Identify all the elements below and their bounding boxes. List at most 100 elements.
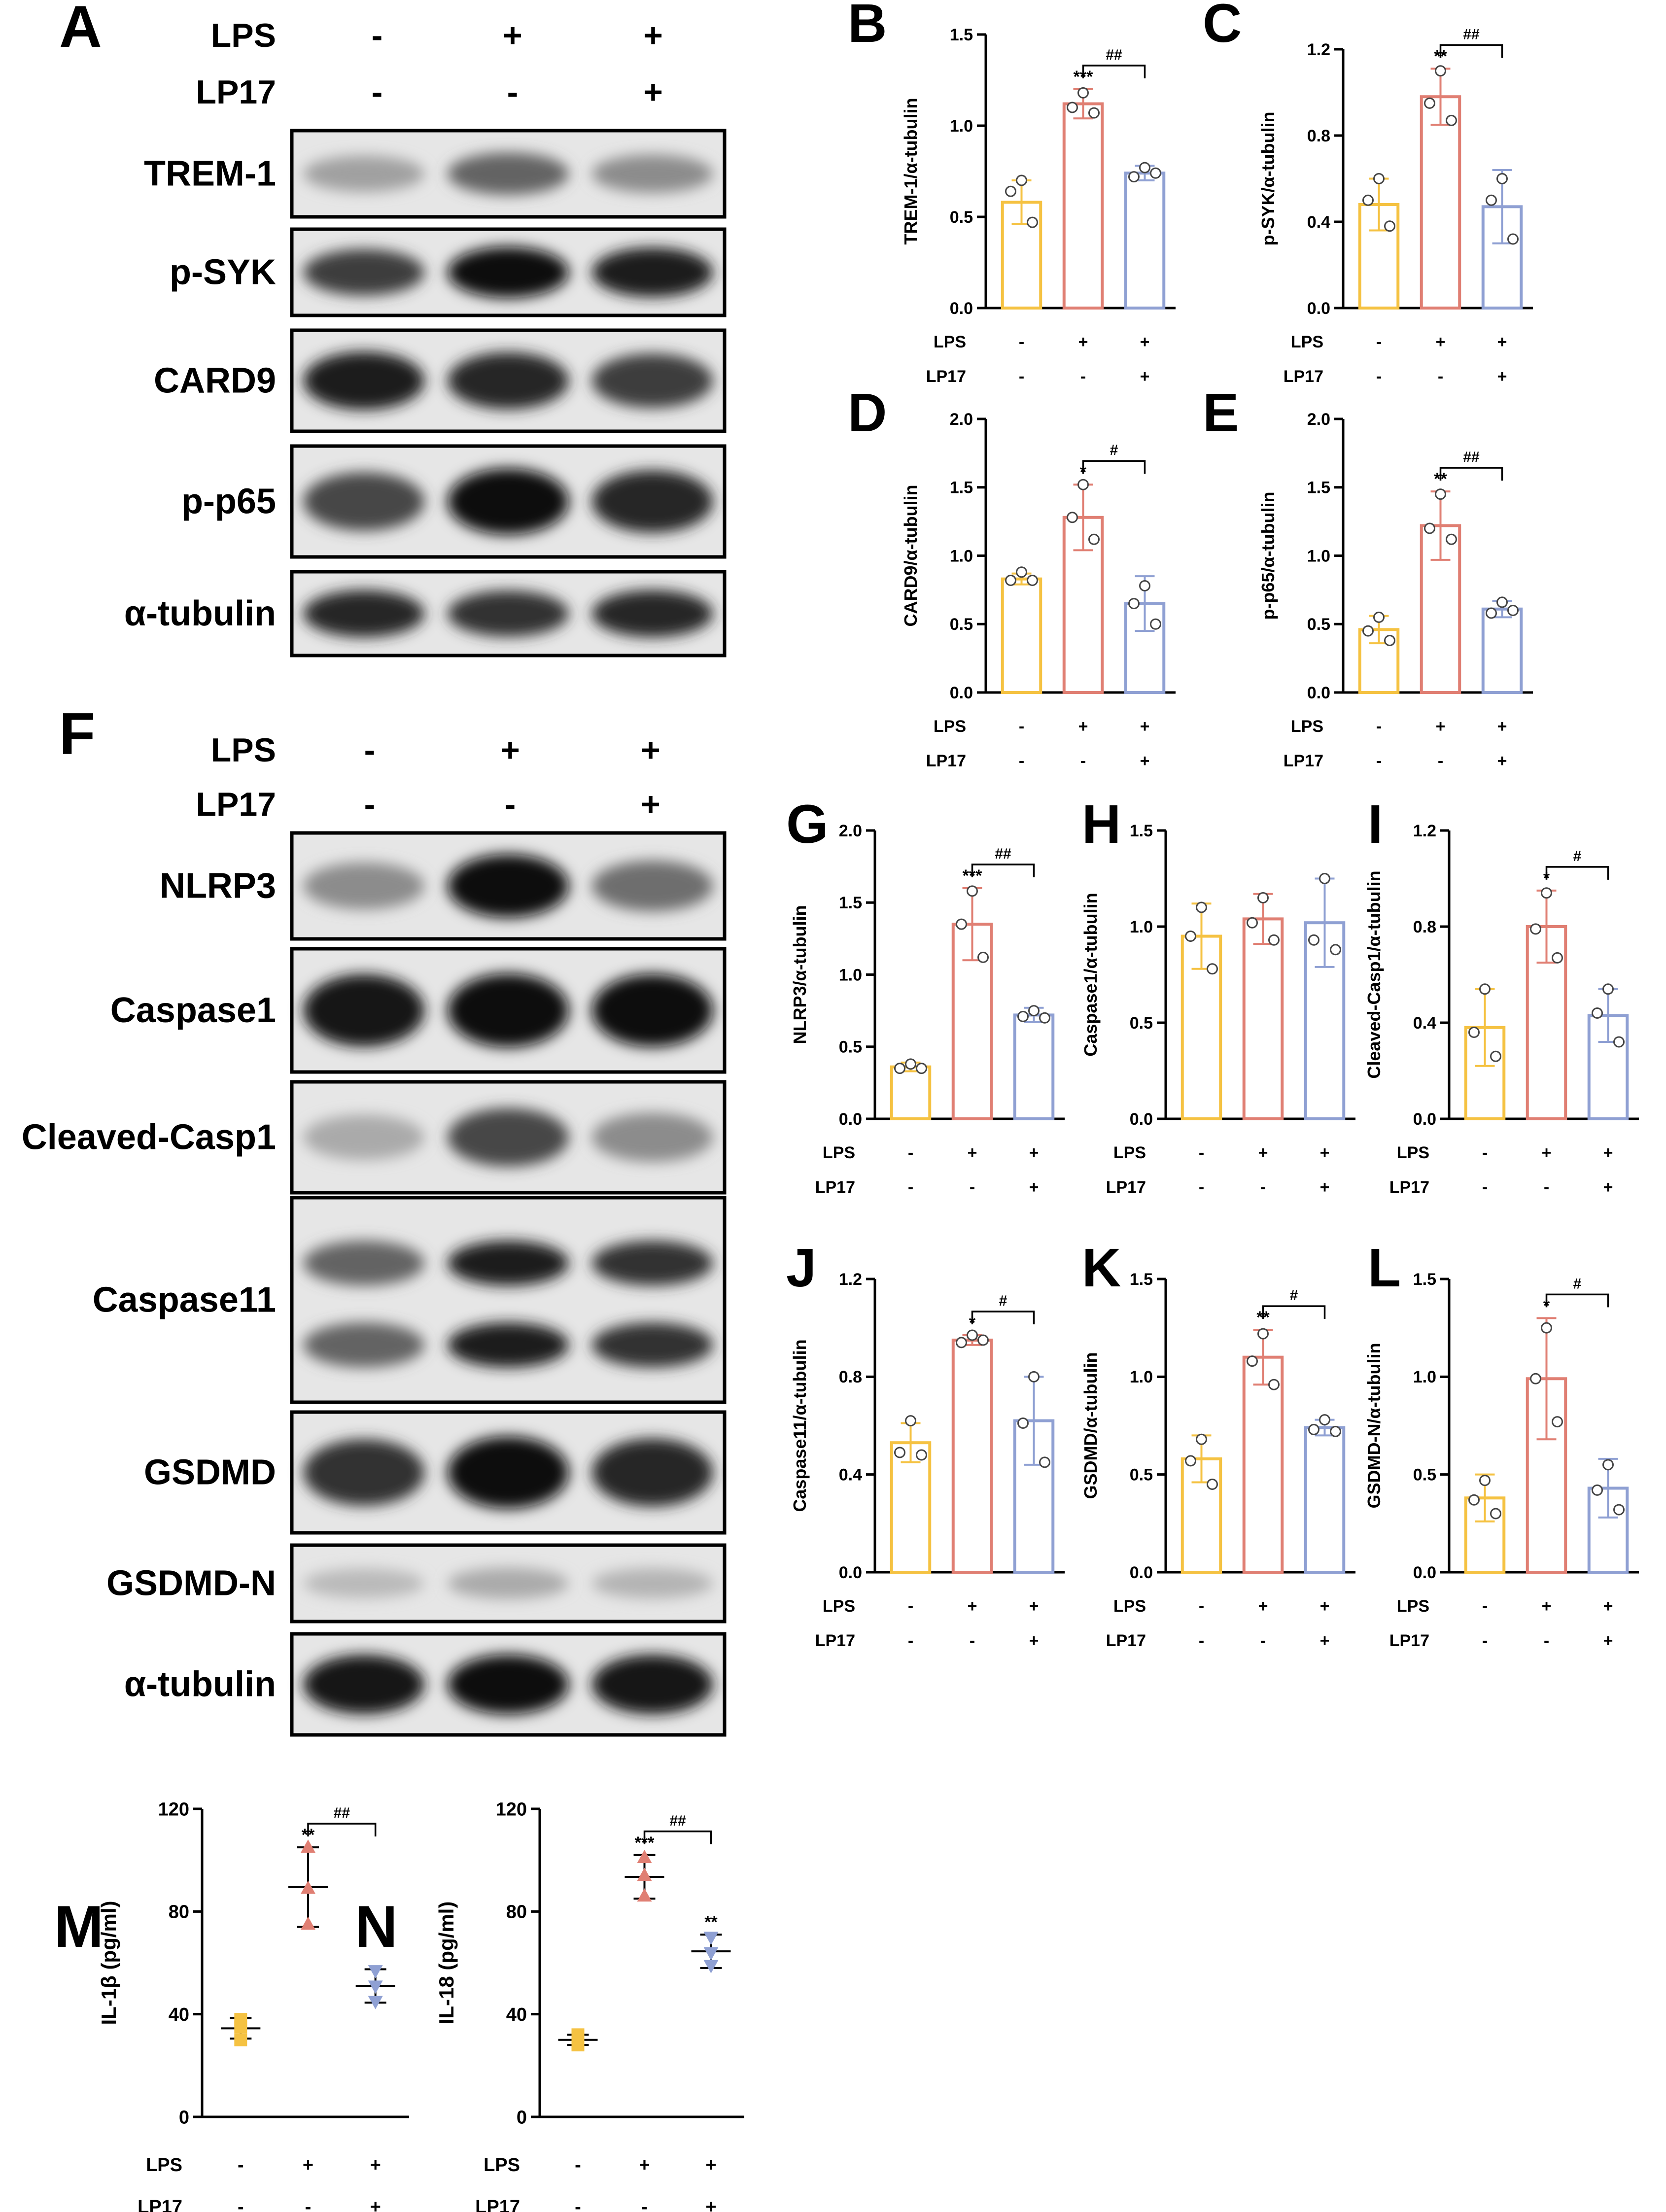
data-point — [1330, 944, 1341, 956]
data-point — [1446, 533, 1457, 545]
blot-band — [591, 247, 713, 297]
data-point — [1139, 162, 1150, 173]
significance-hash: # — [1290, 1287, 1298, 1304]
blot-band-label: CARD9 — [154, 361, 276, 401]
data-point — [1552, 1416, 1563, 1428]
y-tick-label: 2.0 — [950, 410, 973, 429]
x-row-label: LP17 — [926, 367, 966, 386]
data-point — [894, 1447, 905, 1458]
x-treatment-sign: + — [1140, 752, 1150, 770]
chart-panel-C: C 0.0 0.4 0.8 1.2 p-SYK/α-tubulin LPS - + + LP17 - -… — [1203, 0, 1533, 386]
data-point — [1088, 533, 1100, 545]
blot-band-label: p-p65 — [181, 482, 276, 521]
data-point — [1384, 635, 1395, 647]
significance-hash: ## — [995, 846, 1011, 862]
data-point — [1507, 605, 1519, 616]
panel-letter-B: B — [848, 0, 887, 54]
chart-panel-K: K 0.0 0.5 1.0 1.5 GSDMD/α-tubulin LPS - + + LP17 - -… — [1080, 1238, 1355, 1650]
x-treatment-sign: + — [1029, 1631, 1039, 1650]
blot-band — [303, 974, 425, 1047]
data-point — [1128, 598, 1140, 610]
blot-band — [591, 353, 713, 408]
data-point — [956, 1337, 967, 1348]
x-row-label: LP17 — [475, 2197, 520, 2212]
significance-bracket — [1082, 65, 1146, 78]
x-row-label: LP17 — [1389, 1178, 1429, 1197]
blot-strip-GSDMD: GSDMD — [144, 1410, 727, 1535]
data-point — [1424, 522, 1435, 534]
significance-bracket — [1439, 467, 1503, 481]
data-point — [1039, 1456, 1050, 1468]
data-point — [637, 1849, 652, 1863]
x-treatment-sign: + — [1258, 1597, 1268, 1616]
data-point — [1247, 1355, 1258, 1367]
x-treatment-sign: - — [1260, 1178, 1266, 1197]
data-point — [1496, 596, 1508, 608]
x-treatment-sign: - — [908, 1178, 913, 1197]
y-axis-label: IL-1β (pg/ml) — [97, 1901, 120, 2025]
y-tick-label: 1.5 — [1130, 1270, 1153, 1289]
data-point — [1257, 1328, 1269, 1340]
blot-band — [303, 1568, 425, 1598]
y-axis-label: IL-18 (pg/ml) — [435, 1901, 458, 2025]
x-treatment-sign: - — [641, 2197, 648, 2212]
data-point — [1016, 566, 1027, 578]
blot-band-label: NLRP3 — [160, 866, 276, 906]
bar — [1420, 95, 1461, 310]
data-point — [703, 1960, 719, 1973]
panel-letter-K: K — [1082, 1238, 1121, 1298]
panel-letter-F: F — [59, 701, 95, 767]
x-treatment-sign: - — [908, 1143, 913, 1162]
blot-band-label: Caspase11 — [93, 1280, 276, 1320]
data-point — [1017, 1010, 1029, 1022]
blot-band-label: GSDMD-N — [106, 1564, 276, 1603]
x-treatment-sign: - — [908, 1631, 913, 1650]
data-point — [1067, 102, 1078, 113]
data-point — [1247, 917, 1258, 929]
y-axis-label: Cleaved-Casp1/α-tubulin — [1364, 870, 1384, 1078]
panel-letter-H: H — [1082, 794, 1121, 855]
y-tick-label: 0.4 — [839, 1466, 862, 1485]
blot-band — [303, 472, 425, 531]
x-row-label: LPS — [146, 2155, 182, 2176]
significance-hash: # — [1110, 442, 1118, 458]
y-tick-label: 0.0 — [839, 1563, 862, 1582]
data-point — [1468, 1494, 1480, 1506]
data-point — [1067, 512, 1078, 523]
data-point — [1486, 194, 1497, 206]
chart-panel-H: H 0.0 0.5 1.0 1.5 Caspase1/α-tubulin LPS - + + LP1… — [1080, 794, 1355, 1197]
data-point — [1308, 1423, 1319, 1435]
data-point — [1424, 97, 1435, 109]
blot-strip-GSDMD-N: GSDMD-N — [106, 1543, 727, 1624]
x-row-label: LPS — [1397, 1597, 1429, 1616]
y-tick-label: 80 — [169, 1902, 189, 1923]
x-treatment-sign: + — [1029, 1597, 1039, 1616]
blot-band — [303, 1322, 425, 1368]
panel-letter-J: J — [786, 1238, 816, 1298]
blot-band — [591, 590, 713, 637]
blot-strip-CARD9: CARD9 — [154, 328, 727, 433]
data-point — [1490, 1508, 1501, 1520]
blot-band — [303, 1114, 425, 1160]
data-point — [1613, 1504, 1625, 1516]
significance-hash: ## — [1463, 26, 1480, 42]
x-row-label: LPS — [934, 717, 966, 736]
chart-panel-E: E 0.0 0.5 1.0 1.5 2.0 p-p65/α-tubulin LPS - + + LP1… — [1203, 382, 1533, 770]
data-point — [1027, 574, 1038, 586]
y-tick-label: 0.0 — [1307, 299, 1330, 318]
blot-band-label: Cleaved-Casp1 — [22, 1118, 276, 1157]
blot-row-label: LP17 — [196, 73, 276, 111]
x-treatment-sign: - — [908, 1597, 913, 1616]
x-treatment-sign: - — [575, 2197, 581, 2212]
data-point — [1016, 174, 1027, 186]
y-tick-label: 2.0 — [1307, 410, 1330, 429]
blot-band-label: α-tubulin — [124, 594, 276, 633]
x-row-label: LP17 — [1284, 752, 1323, 770]
significance-bracket — [307, 1823, 377, 1837]
data-point — [977, 1334, 989, 1346]
x-row-label: LPS — [484, 2155, 520, 2176]
x-treatment-sign: + — [1140, 333, 1150, 351]
x-treatment-sign: - — [1199, 1631, 1204, 1650]
data-point — [301, 1880, 315, 1894]
blot-band — [591, 973, 713, 1047]
